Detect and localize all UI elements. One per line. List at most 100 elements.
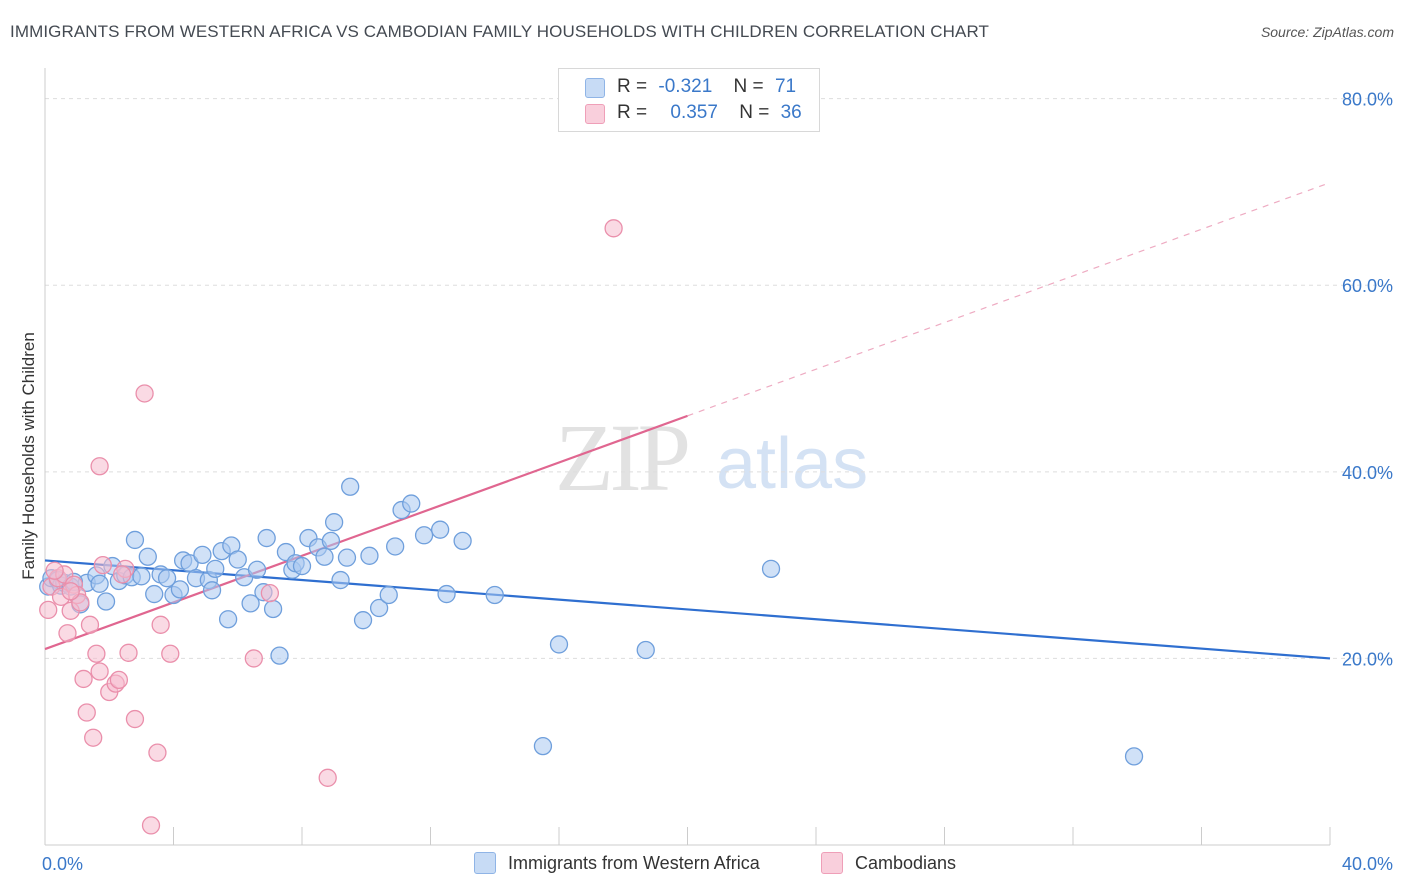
- point-cambodians: [84, 728, 103, 747]
- point-cambodians: [74, 669, 93, 689]
- bottom-legend-western-africa: Immigrants from Western Africa: [474, 852, 760, 874]
- point-cambodians: [58, 624, 77, 643]
- point-western-africa: [263, 599, 283, 619]
- point-western-africa: [132, 567, 151, 586]
- point-western-africa: [369, 598, 389, 618]
- point-cambodians: [604, 219, 623, 238]
- point-western-africa: [324, 513, 344, 532]
- point-western-africa: [206, 559, 225, 579]
- bottom-legend-swatch-pink: [821, 852, 843, 874]
- point-western-africa: [379, 585, 398, 605]
- point-western-africa: [218, 610, 238, 629]
- trend-lines: [44, 182, 1331, 660]
- bottom-legend-label: Cambodians: [855, 852, 957, 873]
- point-western-africa: [193, 545, 212, 565]
- legend-n-label: N =: [739, 102, 770, 123]
- bottom-legend-label: Immigrants from Western Africa: [508, 852, 760, 873]
- point-cambodians: [125, 709, 145, 729]
- data-points: [39, 219, 1144, 835]
- point-cambodians: [77, 703, 96, 722]
- x-tick-label: 0.0%: [42, 854, 83, 874]
- point-western-africa: [437, 584, 456, 604]
- bottom-legend-cambodians: Cambodians: [821, 852, 956, 874]
- legend-swatch-blue: [585, 78, 605, 98]
- point-western-africa: [257, 528, 276, 548]
- point-western-africa: [533, 736, 553, 756]
- point-cambodians: [260, 583, 280, 603]
- point-western-africa: [331, 570, 350, 590]
- x-tick-label: 40.0%: [1342, 854, 1393, 874]
- legend-n-value: 36: [780, 102, 802, 123]
- point-western-africa: [202, 581, 222, 600]
- source-label: Source: ZipAtlas.com: [1260, 24, 1394, 40]
- legend-n-label: N =: [733, 76, 764, 97]
- point-western-africa: [485, 585, 504, 605]
- point-western-africa: [549, 635, 569, 654]
- axes: [44, 68, 1331, 846]
- point-western-africa: [292, 556, 312, 576]
- point-cambodians: [109, 670, 129, 690]
- point-cambodians: [135, 384, 154, 403]
- y-tick-label: 20.0%: [1342, 649, 1393, 669]
- point-western-africa: [414, 526, 434, 545]
- point-western-africa: [360, 546, 379, 565]
- y-tick-label: 40.0%: [1342, 463, 1393, 483]
- legend-r-value: 0.357: [670, 102, 718, 123]
- point-cambodians: [161, 644, 180, 663]
- point-cambodians: [318, 768, 337, 787]
- point-western-africa: [157, 569, 177, 588]
- point-western-africa: [337, 548, 357, 567]
- point-cambodians: [45, 561, 64, 580]
- legend-r-label: R =: [617, 76, 648, 97]
- point-western-africa: [341, 477, 360, 496]
- point-cambodians: [39, 600, 58, 620]
- point-cambodians: [141, 816, 161, 835]
- point-western-africa: [321, 531, 341, 551]
- watermark-atlas: atlas: [716, 424, 868, 504]
- point-western-africa: [636, 640, 655, 660]
- legend-r-label: R =: [617, 102, 648, 123]
- point-western-africa: [247, 560, 267, 579]
- point-cambodians: [93, 555, 112, 575]
- point-cambodians: [148, 743, 167, 762]
- point-western-africa: [402, 494, 421, 513]
- point-western-africa: [1124, 747, 1144, 766]
- point-western-africa: [453, 531, 472, 551]
- point-western-africa: [430, 520, 450, 539]
- point-western-africa: [353, 611, 373, 630]
- point-western-africa: [386, 537, 405, 556]
- point-cambodians: [80, 615, 100, 634]
- point-western-africa: [170, 580, 190, 599]
- point-cambodians: [87, 644, 106, 663]
- point-cambodians: [244, 649, 263, 668]
- bottom-legend-swatch-blue: [474, 852, 496, 874]
- y-tick-label: 60.0%: [1342, 276, 1393, 296]
- point-western-africa: [125, 530, 145, 550]
- point-western-africa: [761, 559, 781, 579]
- watermark: ZIP atlas: [555, 404, 868, 511]
- correlation-legend: R = -0.321 N = 71 R = 0.357 N = 36: [558, 68, 820, 132]
- point-cambodians: [119, 643, 138, 662]
- point-cambodians: [151, 615, 170, 634]
- point-cambodians: [61, 582, 80, 601]
- chart-title: IMMIGRANTS FROM WESTERN AFRICA VS CAMBOD…: [10, 22, 990, 41]
- point-western-africa: [228, 550, 247, 569]
- point-cambodians: [90, 457, 109, 476]
- trend-line-cambodians: [687, 182, 1331, 417]
- point-western-africa: [270, 646, 289, 665]
- point-cambodians: [90, 662, 109, 681]
- point-western-africa: [90, 574, 109, 593]
- point-western-africa: [96, 592, 116, 611]
- legend-n-value: 71: [774, 76, 797, 97]
- legend-r-value: -0.321: [658, 76, 713, 97]
- point-cambodians: [112, 565, 132, 584]
- point-western-africa: [138, 547, 157, 566]
- point-western-africa: [145, 584, 164, 604]
- point-western-africa: [241, 594, 260, 613]
- point-western-africa: [315, 547, 334, 566]
- y-axis-title: Family Households with Children: [19, 332, 38, 580]
- tick-labels: 20.0% 40.0% 60.0% 80.0% 0.0% 40.0%: [42, 90, 1393, 874]
- legend-swatch-pink: [585, 104, 605, 124]
- y-tick-label: 80.0%: [1342, 90, 1393, 110]
